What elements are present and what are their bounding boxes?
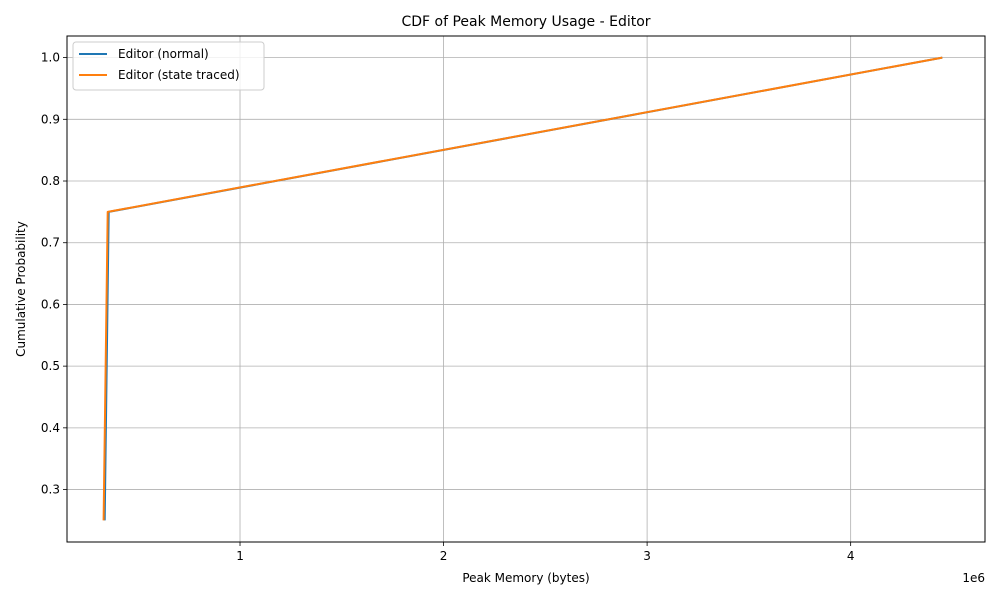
x-tick-label: 4 — [847, 549, 855, 563]
y-tick-label: 0.5 — [41, 359, 60, 373]
legend-label-2: Editor (state traced) — [118, 68, 240, 82]
y-tick-label: 1.0 — [41, 51, 60, 65]
grid — [67, 36, 985, 542]
y-axis-label: Cumulative Probability — [14, 221, 28, 357]
y-tick-label: 0.4 — [41, 421, 60, 435]
x-axis-label: Peak Memory (bytes) — [462, 571, 589, 585]
x-axis-ticks: 1 2 3 4 — [236, 542, 854, 563]
y-tick-label: 0.8 — [41, 174, 60, 188]
x-tick-label: 1 — [236, 549, 244, 563]
plot-frame — [66, 35, 986, 543]
x-tick-label: 3 — [643, 549, 651, 563]
y-tick-label: 0.9 — [41, 112, 60, 126]
series-lines — [102, 56, 943, 521]
y-tick-label: 0.7 — [41, 236, 60, 250]
legend-label-1: Editor (normal) — [118, 47, 209, 61]
y-axis-ticks: 0.3 0.4 0.5 0.6 0.7 0.8 0.9 1.0 — [41, 51, 67, 497]
chart-title: CDF of Peak Memory Usage - Editor — [401, 14, 650, 30]
series-line-2 — [102, 56, 943, 521]
y-tick-label: 0.3 — [41, 483, 60, 497]
legend-box — [72, 41, 265, 91]
y-tick-label: 0.6 — [41, 297, 60, 311]
x-axis-offset-label: 1e6 — [962, 571, 985, 585]
legend: Editor (normal) Editor (state traced) — [72, 41, 265, 91]
x-tick-label: 2 — [440, 549, 448, 563]
